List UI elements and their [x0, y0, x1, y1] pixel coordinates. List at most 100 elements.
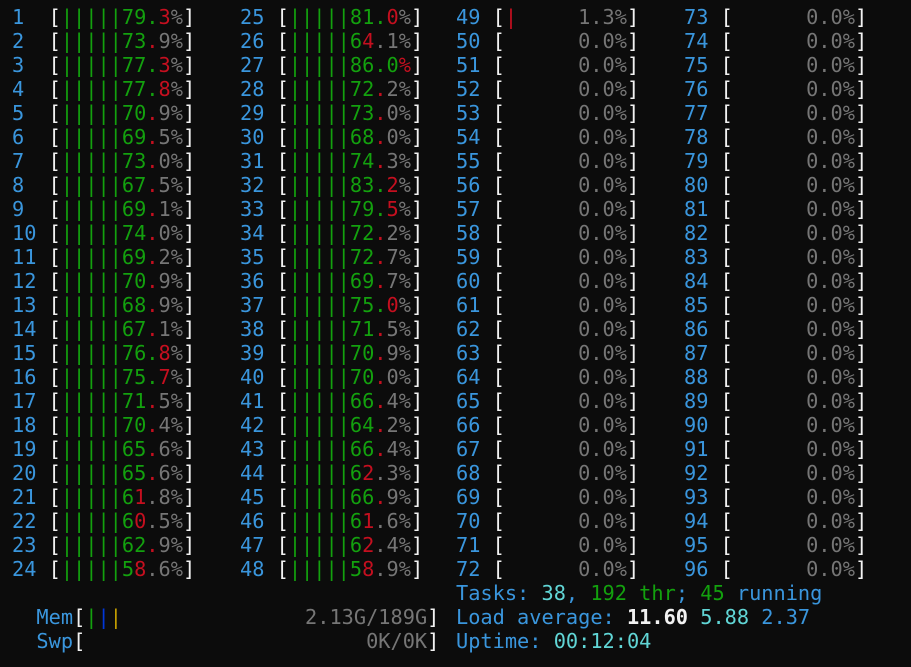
memory-value: 2.13G/189G [305, 605, 428, 629]
cpu-bar-user-segment: | [109, 293, 122, 317]
cpu-bar-user-segment: | [60, 245, 74, 269]
bracket-open: [ [720, 221, 733, 245]
cpu-bar-user-segment: | [109, 221, 122, 245]
bracket-close: ] [854, 29, 868, 53]
cpu-meter: 76 [0.0%] [684, 77, 867, 101]
cpu-meter: 6[| | | | | 69.5%] [12, 125, 195, 149]
cpu-bar-user-segment: | [85, 509, 98, 533]
bracket-close: ] [626, 293, 640, 317]
cpu-bar-user-segment: | [313, 53, 326, 77]
bracket-open: [ [276, 485, 289, 509]
bracket-close: ] [427, 605, 440, 629]
bracket-open: [ [276, 413, 289, 437]
cpu-bar-user-segment: | [109, 269, 122, 293]
cpu-bar-user-segment: | [337, 533, 350, 557]
cpu-bar-user-segment: | [109, 245, 122, 269]
bracket-close: ] [182, 509, 196, 533]
cpu-bar: | | | | | 70.9% [289, 341, 411, 365]
cpu-bar-user-segment: | [301, 29, 314, 53]
cpu-bar-user-segment: | [301, 461, 314, 485]
cpu-meter: 67 [0.0%] [456, 437, 639, 461]
bracket-close: ] [182, 221, 196, 245]
bracket-open: [ [276, 245, 289, 269]
cpu-bar-user-segment: | [337, 485, 350, 509]
cpu-bar-user-segment: | [60, 413, 74, 437]
cpu-bar: | | | | | 69.1% [61, 197, 183, 221]
cpu-meter: 9[| | | | | 69.1%] [12, 197, 195, 221]
bracket-open: [ [276, 173, 289, 197]
running-count: 45 [700, 581, 725, 605]
cpu-bar-user-segment: | [85, 485, 98, 509]
cpu-label: 91 [684, 437, 709, 461]
cpu-label: 28 [240, 77, 265, 101]
cpu-bar-user-segment: | [288, 197, 302, 221]
cpu-bar-user-segment: | [325, 317, 338, 341]
cpu-bar-user-segment: | [109, 509, 122, 533]
cpu-usage-value: 77.3% [121, 53, 183, 77]
cpu-meter: 10[| | | | | 74.0%] [12, 221, 195, 245]
swap-bar: 0K/0K [85, 629, 427, 653]
cpu-bar-user-segment: | [325, 245, 338, 269]
bracket-close: ] [626, 173, 640, 197]
cpu-label: 14 [12, 317, 37, 341]
cpu-bar-user-segment: | [73, 245, 86, 269]
cpu-bar-kernel-segment: | [504, 5, 518, 29]
cpu-bar-user-segment: | [109, 365, 122, 389]
cpu-usage-value: 62.9% [121, 533, 183, 557]
cpu-bar: | | | | | 71.5% [289, 317, 411, 341]
separator: , [565, 581, 591, 605]
bracket-open: [ [48, 437, 61, 461]
cpu-label: 27 [240, 53, 265, 77]
bracket-close: ] [182, 389, 196, 413]
cpu-bar-user-segment: | [325, 53, 338, 77]
cpu-bar-user-segment: | [97, 101, 110, 125]
cpu-label: 51 [456, 53, 481, 77]
bracket-open: [ [48, 101, 61, 125]
cpu-bar-user-segment: | [60, 5, 74, 29]
cpu-bar-user-segment: | [73, 221, 86, 245]
cpu-usage-value: 65.6% [121, 461, 183, 485]
cpu-usage-value: 0.0% [806, 5, 855, 29]
bracket-open: [ [492, 341, 505, 365]
cpu-bar-user-segment: | [73, 317, 86, 341]
cpu-bar: 0.0% [505, 293, 627, 317]
cpu-bar-user-segment: | [301, 149, 314, 173]
cpu-bar-user-segment: | [85, 173, 98, 197]
cpu-bar-user-segment: | [288, 341, 302, 365]
cpu-usage-value: 58.9% [349, 557, 411, 581]
cpu-bar-user-segment: | [97, 437, 110, 461]
cpu-label: 35 [240, 245, 265, 269]
cpu-usage-value: 0.0% [806, 485, 855, 509]
bracket-close: ] [410, 461, 424, 485]
cpu-meter: 84 [0.0%] [684, 269, 867, 293]
bracket-close: ] [182, 293, 196, 317]
cpu-bar: | | | | | 67.5% [61, 173, 183, 197]
cpu-bar-user-segment: | [85, 533, 98, 557]
cpu-bar-user-segment: | [313, 221, 326, 245]
bracket-open: [ [48, 485, 61, 509]
cpu-usage-value: 70.9% [121, 101, 183, 125]
cpu-meter: 54 [0.0%] [456, 125, 639, 149]
threads-count: 192 thr [590, 581, 676, 605]
cpu-bar: 0.0% [733, 221, 855, 245]
cpu-meter: 33[| | | | | 79.5%] [240, 197, 423, 221]
cpu-meter: 58 [0.0%] [456, 221, 639, 245]
cpu-meter: 44[| | | | | 62.3%] [240, 461, 423, 485]
cpu-bar-user-segment: | [301, 557, 314, 581]
cpu-bar-user-segment: | [85, 341, 98, 365]
cpu-bar-user-segment: | [73, 533, 86, 557]
load-15min: 2.37 [761, 605, 811, 629]
cpu-bar: 0.0% [733, 389, 855, 413]
cpu-usage-value: 74.3% [349, 149, 411, 173]
cpu-bar-user-segment: | [301, 293, 314, 317]
cpu-bar: 0.0% [505, 557, 627, 581]
cpu-bar-user-segment: | [60, 557, 74, 581]
cpu-usage-value: 0.0% [578, 269, 627, 293]
cpu-label: 43 [240, 437, 265, 461]
cpu-label: 74 [684, 29, 709, 53]
cpu-label: 7 [12, 149, 25, 173]
cpu-usage-value: 71.5% [349, 317, 411, 341]
cpu-bar-user-segment: | [313, 149, 326, 173]
cpu-bar: | | | | | 86.0% [289, 53, 411, 77]
cpu-bar-user-segment: | [313, 533, 326, 557]
